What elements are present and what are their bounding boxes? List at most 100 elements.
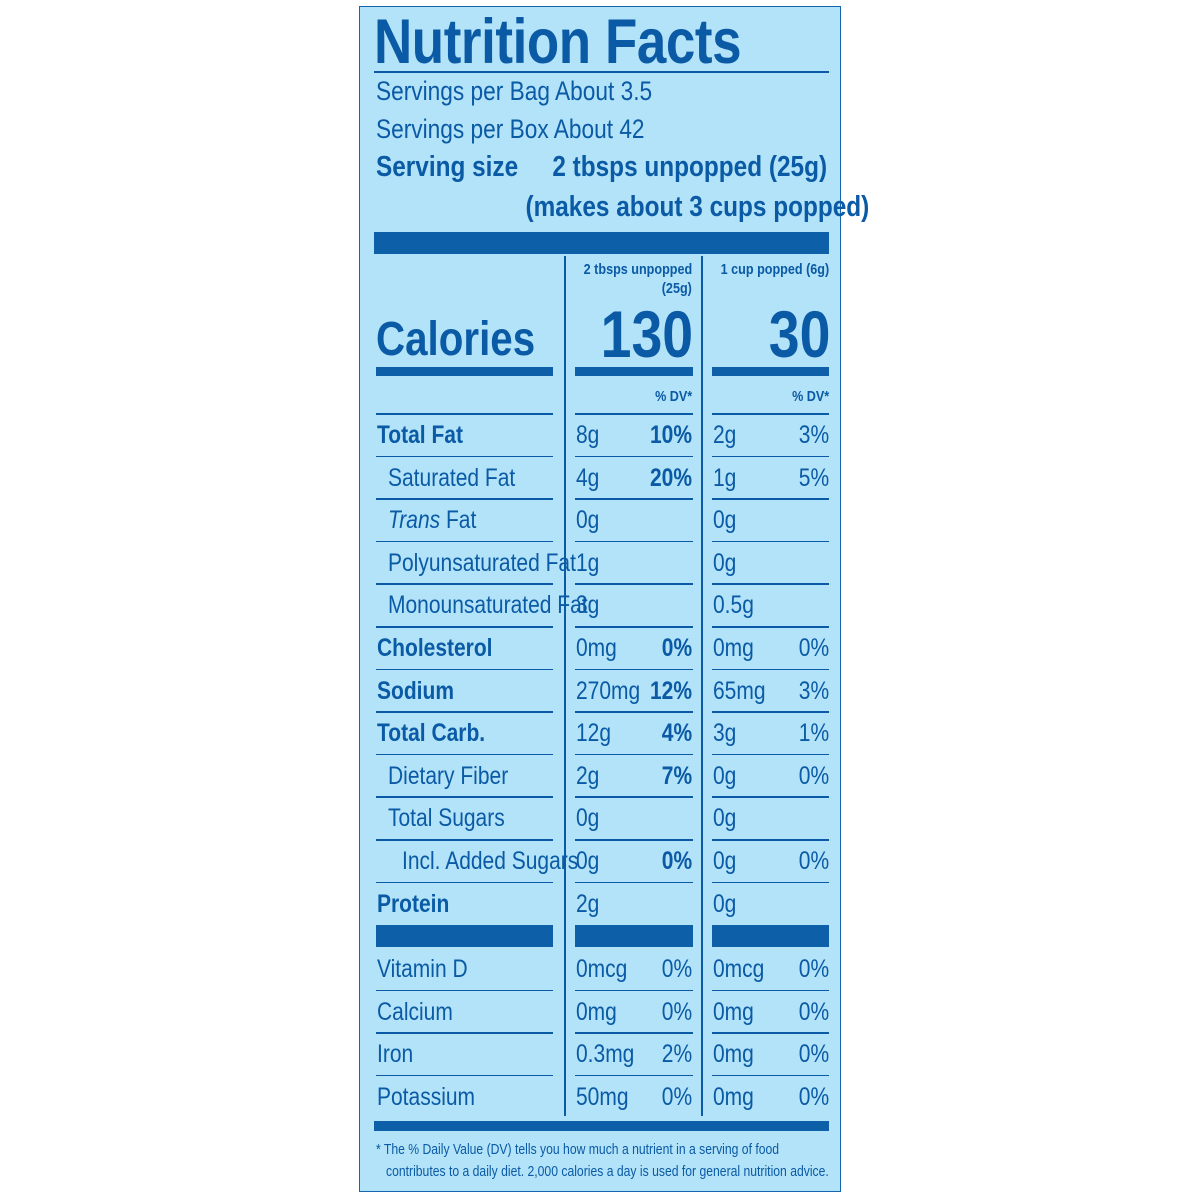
nutrients-row-p1: 0% [661,847,692,875]
servings-per-box: Servings per Box About 42 [376,114,645,144]
serving-size-value: 2 tbsps unpopped (25g) [552,151,828,183]
nutrients-row-a2: 3g [713,719,737,748]
nutrients-row-rule [712,498,829,500]
nutrients-row-rule [712,881,829,884]
nutrients-row-a1: 0g [576,847,600,875]
nutrients-row-p2 [740,890,829,919]
nutrients-row-rule [712,455,829,458]
nutrients-row-rule [376,753,553,756]
calories-rule-col1 [575,367,693,376]
nutrients-row-rule [575,753,693,756]
vitamins-row-a2: 0mcg [713,955,765,983]
nutrients-row-rule [575,583,693,585]
vitamins-row-rule [575,989,693,992]
nutrients-row-rule [376,839,553,841]
calories-rule-left [376,367,553,376]
nutrients-row-p2: 1% [798,719,829,748]
thick-divider-top [374,232,829,254]
nutrients-row-a2: 0g [713,548,737,577]
nutrients-row-p1: 7% [661,761,692,790]
nutrients-row-a1: 0g [576,506,600,535]
thick-divider-vitamins-col1 [575,925,693,947]
nutrients-row-a1: 270mg [576,676,641,705]
nutrients-row-rule [712,413,829,415]
nutrients-row-label: Protein [377,889,450,918]
vitamins-row-a1: 50mg [576,1082,629,1111]
nutrients-row-p2 [740,549,829,578]
nutrients-row-rule [376,583,553,585]
thick-divider-vitamins-col2 [712,925,829,947]
vitamins-row-p1: 2% [661,1040,692,1069]
vitamins-row-p1: 0% [661,997,692,1026]
nutrients-row-label: Dietary Fiber [388,761,509,790]
nutrients-row-label: Monounsaturated Fat [388,591,588,620]
nutrients-row-a2: 0g [713,889,737,918]
nutrients-row-p1: 4% [661,719,692,748]
nutrients-row-p2: 3% [798,421,829,449]
nutrients-row-rule [575,839,693,841]
nutrients-row-p1 [600,804,692,833]
dv-header-col1: % DV* [654,388,692,405]
vitamins-row-rule [376,1032,553,1034]
nutrients-row-a2: 0g [713,847,737,875]
nutrients-row-label: Trans Fat [388,506,477,535]
nutrients-row-a2: 0.5g [713,591,754,620]
nutrients-row-rule [575,626,693,628]
nutrients-row-p1: 12% [649,676,692,705]
vitamins-row-a1: 0.3mg [576,1040,635,1069]
vitamins-row-p2: 0% [798,1040,829,1069]
nutrients-row-p2 [740,506,829,535]
nutrients-row-a2: 0mg [713,634,754,662]
nutrients-row-rule [376,668,553,671]
vitamins-row-a2: 0mg [713,1040,754,1069]
nutrients-row-p2: 3% [798,676,829,705]
nutrients-row-a1: 8g [576,421,600,449]
col1-header: 2 tbsps unpopped [583,261,692,278]
nutrients-row-rule [376,881,553,884]
vitamins-row-rule [575,1074,693,1077]
nutrients-row-rule [712,796,829,798]
nutrients-row-rule [575,455,693,458]
nutrients-row-a1: 2g [576,761,600,790]
nutrients-row-a2: 0g [713,761,737,790]
nutrients-row-rule [376,498,553,500]
footnote-line-1: * The % Daily Value (DV) tells you how m… [376,1142,780,1158]
nutrients-row-rule [712,583,829,585]
nutrients-row-label: Total Sugars [388,804,505,833]
nutrients-row-rule [575,413,693,415]
nutrients-row-label: Total Carb. [377,719,486,748]
vitamins-row-rule [376,989,553,992]
vitamins-row-a2: 0mg [713,1082,754,1111]
nutrients-row-a2: 65mg [713,676,766,705]
thick-divider-vitamins-left [376,925,553,947]
column-divider-2 [701,256,703,1116]
vitamins-row-a1: 0mg [576,997,617,1026]
vitamins-row-p2: 0% [798,955,829,983]
vitamins-row-p2: 0% [798,1082,829,1111]
vitamins-row-label: Calcium [377,997,453,1026]
nutrients-row-rule [712,540,829,543]
calories-col2: 30 [768,297,830,371]
nutrition-facts-panel [359,6,841,1192]
nutrients-row-a1: 3g [576,591,600,620]
nutrients-row-rule [376,413,553,415]
nutrients-row-a2: 0g [713,804,737,833]
nutrients-row-rule [376,455,553,458]
nutrients-row-p1 [600,591,692,620]
nutrients-row-rule [712,668,829,671]
nutrition-facts-title: Nutrition Facts [374,7,742,77]
nutrients-row-rule [712,711,829,713]
nutrients-row-rule [575,498,693,500]
nutrients-row-p1 [600,506,692,535]
calories-col1: 130 [600,297,693,371]
nutrients-row-p2: 0% [798,634,829,662]
nutrients-row-p2: 5% [798,463,829,492]
nutrients-row-a1: 0mg [576,634,617,662]
vitamins-row-a2: 0mg [713,997,754,1026]
nutrients-row-label: Total Fat [377,421,463,449]
nutrients-row-rule [575,881,693,884]
nutrients-row-label: Sodium [377,676,455,705]
vitamins-row-p1: 0% [661,1082,692,1111]
vitamins-row-p1: 0% [661,955,692,983]
nutrients-row-rule [575,796,693,798]
